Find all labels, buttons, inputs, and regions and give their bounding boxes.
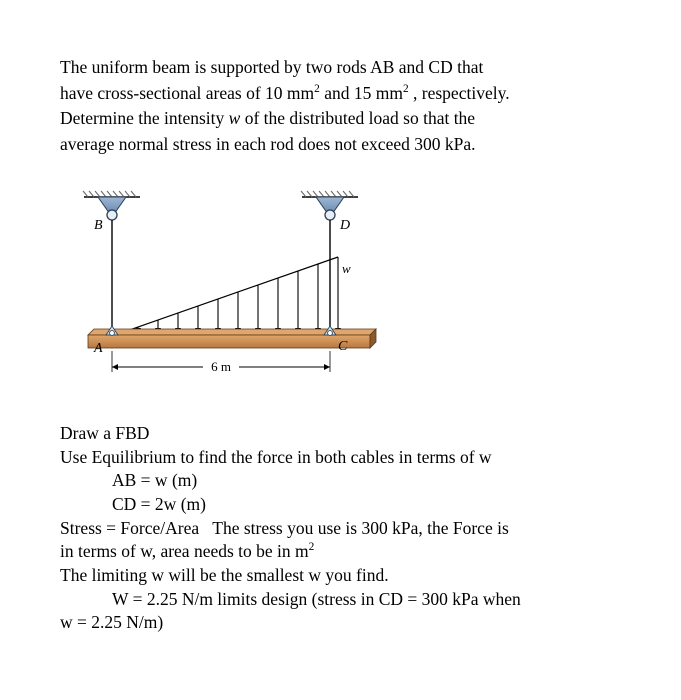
beam-figure: B D A Cw 6 m: [70, 187, 621, 389]
sol-stress-2: in terms of w, area needs to be in m2: [60, 540, 621, 564]
svg-text:A: A: [93, 341, 103, 356]
sol-answer-1: W = 2.25 N/m limits design (stress in CD…: [60, 588, 621, 612]
sol-cd: CD = 2w (m): [60, 493, 621, 517]
sol-answer-2: w = 2.25 N/m): [60, 611, 621, 635]
svg-text:6 m: 6 m: [211, 359, 231, 374]
sol-limit: The limiting w will be the smallest w yo…: [60, 564, 621, 588]
sol-equilibrium: Use Equilibrium to find the force in bot…: [60, 446, 621, 470]
problem-line-3: Determine the intensity w of the distrib…: [60, 107, 621, 131]
problem-line-4: average normal stress in each rod does n…: [60, 133, 621, 157]
sol-ab: AB = w (m): [60, 469, 621, 493]
problem-line-2: have cross-sectional areas of 10 mm2 and…: [60, 82, 621, 106]
problem-statement: The uniform beam is supported by two rod…: [60, 56, 621, 157]
svg-text:w: w: [342, 261, 351, 276]
svg-text:C: C: [338, 339, 348, 354]
solution-text: Draw a FBD Use Equilibrium to find the f…: [60, 422, 621, 635]
sol-stress-1: Stress = Force/Area The stress you use i…: [60, 517, 621, 541]
sol-fbd: Draw a FBD: [60, 422, 621, 446]
svg-text:D: D: [339, 218, 350, 233]
svg-text:B: B: [94, 218, 103, 233]
problem-line-1: The uniform beam is supported by two rod…: [60, 56, 621, 80]
